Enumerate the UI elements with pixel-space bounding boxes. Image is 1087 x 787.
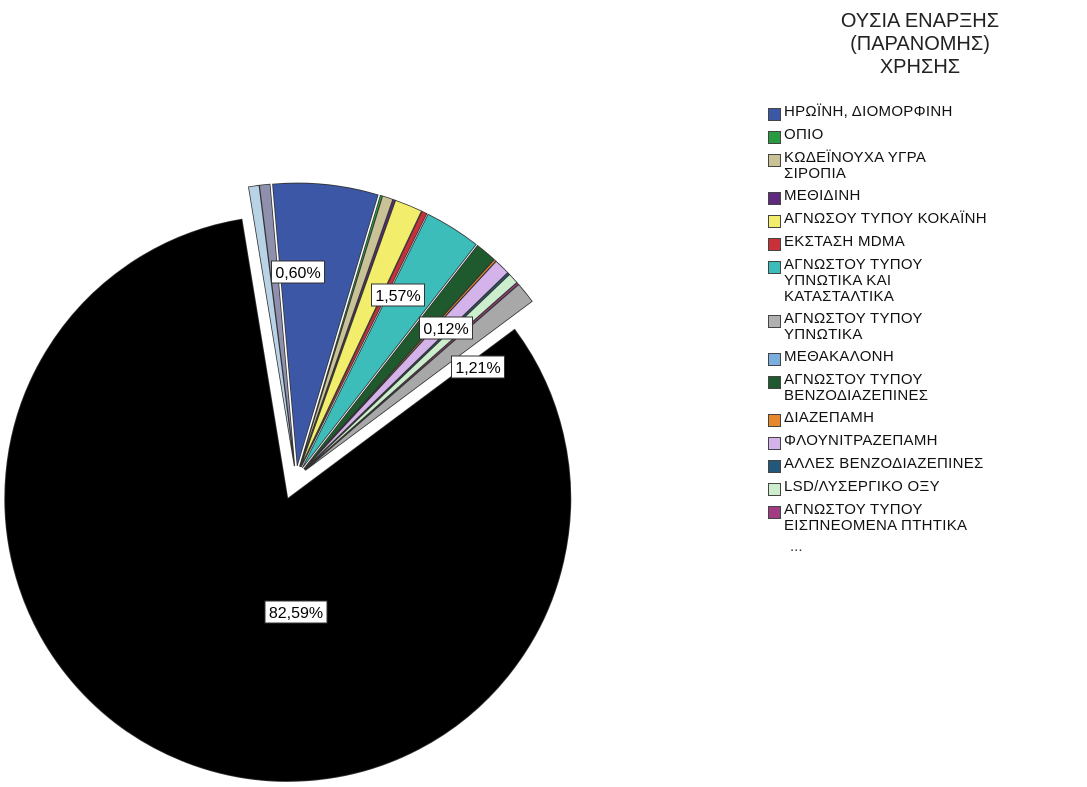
legend-swatch xyxy=(768,353,781,366)
legend-swatch xyxy=(768,315,781,328)
data-label-box xyxy=(371,283,425,307)
legend-swatch xyxy=(768,131,781,144)
legend-item: ΟΠΙΟ xyxy=(768,127,1078,144)
legend-swatch xyxy=(768,506,781,519)
legend-item: ΗΡΩΪΝΗ, ΔΙΟΜΟΡΦΙΝΗ xyxy=(768,104,1078,121)
legend-title-line: (ΠΑΡΑΝΟΜΗΣ) xyxy=(850,33,990,55)
legend: ΗΡΩΪΝΗ, ΔΙΟΜΟΡΦΙΝΗ ΟΠΙΟ ΚΩΔΕΪΝΟΥΧΑ ΥΓΡΑ ΣΙ… xyxy=(768,104,1078,555)
legend-item: ΚΩΔΕΪΝΟΥΧΑ ΥΓΡΑ ΣΙΡΟΠΙΑ xyxy=(768,150,1078,182)
legend-item: ΑΓΝΩΣΟΥ ΤΥΠΟΥ ΚΟΚΑΪΝΗ xyxy=(768,211,1078,228)
pie-data-labels: 1,57%0,12% 1,21% 82,59% 0,60% xyxy=(264,260,505,624)
legend-label: LSD/ΛΥΣΕΡΓΙΚΟ ΟΞΥ xyxy=(784,478,940,495)
data-label: 0,60% xyxy=(271,260,325,284)
legend-label: ΚΩΔΕΪΝΟΥΧΑ ΥΓΡΑ ΣΙΡΟΠΙΑ xyxy=(784,149,926,182)
pie-slice xyxy=(259,183,296,467)
data-label-box xyxy=(419,316,473,340)
legend-label: ΜΕΘΑΚΑΛΟΝΗ xyxy=(784,348,894,365)
legend-swatch xyxy=(768,154,781,167)
legend-item: ΦΛΟΥΝΙΤΡΑΖΕΠΑΜΗ xyxy=(768,433,1078,450)
data-label-box xyxy=(271,260,325,284)
legend-item: ΜΕΘΙΔΙΝΗ xyxy=(768,188,1078,205)
legend-title-line: ΟΥΣΙΑ ΕΝΑΡΞΗΣ xyxy=(840,10,1000,32)
legend-swatch xyxy=(768,215,781,228)
pie-slice xyxy=(300,199,422,468)
legend-swatch xyxy=(768,238,781,251)
data-label-text: 82,59% xyxy=(269,605,323,622)
legend-label: ΑΓΝΩΣΤΟΥ ΤΥΠΟΥ ΥΠΝΩΤΙΚΑ ΚΑΙ ΚΑΤΑΣΤΑΛΤΙΚΑ xyxy=(784,256,923,305)
legend-item: ΑΓΝΩΣΤΟΥ ΤΥΠΟΥ ΕΙΣΠΝΕΟΜΕΝΑ ΠΤΗΤΙΚΑ xyxy=(768,502,1078,534)
legend-swatch xyxy=(768,376,781,389)
legend-swatch xyxy=(768,460,781,473)
legend-label: ΜΕΘΙΔΙΝΗ xyxy=(784,187,861,204)
legend-item: ΔΙΑΖΕΠΑΜΗ xyxy=(768,410,1078,427)
legend-label: ΑΓΝΩΣΤΟΥ ΤΥΠΟΥ ΥΠΝΩΤΙΚΑ xyxy=(784,310,923,343)
legend-label: ΑΛΛΕΣ ΒΕΝΖΟΔΙΑΖΕΠΙΝΕΣ xyxy=(784,455,984,472)
pie-slice xyxy=(303,244,495,470)
legend-more: ... xyxy=(790,538,803,555)
legend-label: ΟΠΙΟ xyxy=(784,126,824,143)
legend-item: LSD/ΛΥΣΕΡΓΙΚΟ ΟΞΥ xyxy=(768,479,1078,496)
data-label-text: 0,12% xyxy=(423,321,468,338)
pie-slice xyxy=(247,184,295,467)
data-label-text: 1,57% xyxy=(375,288,420,305)
legend-label: ΑΓΝΩΣΟΥ ΤΥΠΟΥ ΚΟΚΑΪΝΗ xyxy=(784,210,987,227)
legend-title: ΟΥΣΙΑ ΕΝΑΡΞΗΣ (ΠΑΡΑΝΟΜΗΣ) ΧΡΗΣΗΣ xyxy=(790,10,1050,79)
data-label: 1,21% xyxy=(451,355,505,379)
legend-item: ΑΓΝΩΣΤΟΥ ΤΥΠΟΥ ΥΠΝΩΤΙΚΑ ΚΑΙ ΚΑΤΑΣΤΑΛΤΙΚΑ xyxy=(768,257,1078,305)
legend-label: ΑΓΝΩΣΤΟΥ ΤΥΠΟΥ ΒΕΝΖΟΔΙΑΖΕΠΙΝΕΣ xyxy=(784,371,929,404)
data-label-box xyxy=(264,600,328,624)
legend-label: ΔΙΑΖΕΠΑΜΗ xyxy=(784,409,875,426)
legend-swatch xyxy=(768,108,781,121)
legend-swatch xyxy=(768,261,781,274)
legend-swatch xyxy=(768,437,781,450)
legend-label: ΗΡΩΪΝΗ, ΔΙΟΜΟΡΦΙΝΗ xyxy=(784,103,953,120)
pie-slice xyxy=(300,210,428,468)
legend-swatch xyxy=(768,192,781,205)
legend-item: ΕΚΣΤΑΣΗ MDMA xyxy=(768,234,1078,251)
legend-swatch xyxy=(768,483,781,496)
legend-item: ΑΓΝΩΣΤΟΥ ΤΥΠΟΥ ΥΠΝΩΤΙΚΑ xyxy=(768,311,1078,343)
legend-item: ΑΓΝΩΣΤΟΥ ΤΥΠΟΥ ΒΕΝΖΟΔΙΑΖΕΠΙΝΕΣ xyxy=(768,372,1078,404)
pie-slice xyxy=(305,284,533,471)
legend-label: ΦΛΟΥΝΙΤΡΑΖΕΠΑΜΗ xyxy=(784,432,938,449)
legend-label: ΑΓΝΩΣΤΟΥ ΤΥΠΟΥ ΕΙΣΠΝΕΟΜΕΝΑ ΠΤΗΤΙΚΑ xyxy=(784,501,968,534)
pie-slice xyxy=(299,198,396,467)
data-label: 1,57% xyxy=(371,283,425,307)
pie-slice xyxy=(4,218,572,782)
legend-item: ΑΛΛΕΣ ΒΕΝΖΟΔΙΑΖΕΠΙΝΕΣ xyxy=(768,456,1078,473)
pie-chart: 1,57%0,12% 1,21% 82,59% 0,60% xyxy=(4,182,572,782)
legend-label: ΕΚΣΤΑΣΗ MDMA xyxy=(784,233,906,250)
pie-slice xyxy=(272,182,379,467)
legend-item: ΜΕΘΑΚΑΛΟΝΗ xyxy=(768,349,1078,366)
pie-slice xyxy=(302,213,477,469)
data-label-text: 1,21% xyxy=(455,360,500,377)
legend-title-line: ΧΡΗΣΗΣ xyxy=(879,56,961,78)
data-label-text: 0,60% xyxy=(275,265,320,282)
data-label-box xyxy=(451,355,505,379)
data-label: 82,59% xyxy=(264,600,328,624)
legend-swatch xyxy=(768,414,781,427)
data-label: 0,12% xyxy=(419,316,473,340)
